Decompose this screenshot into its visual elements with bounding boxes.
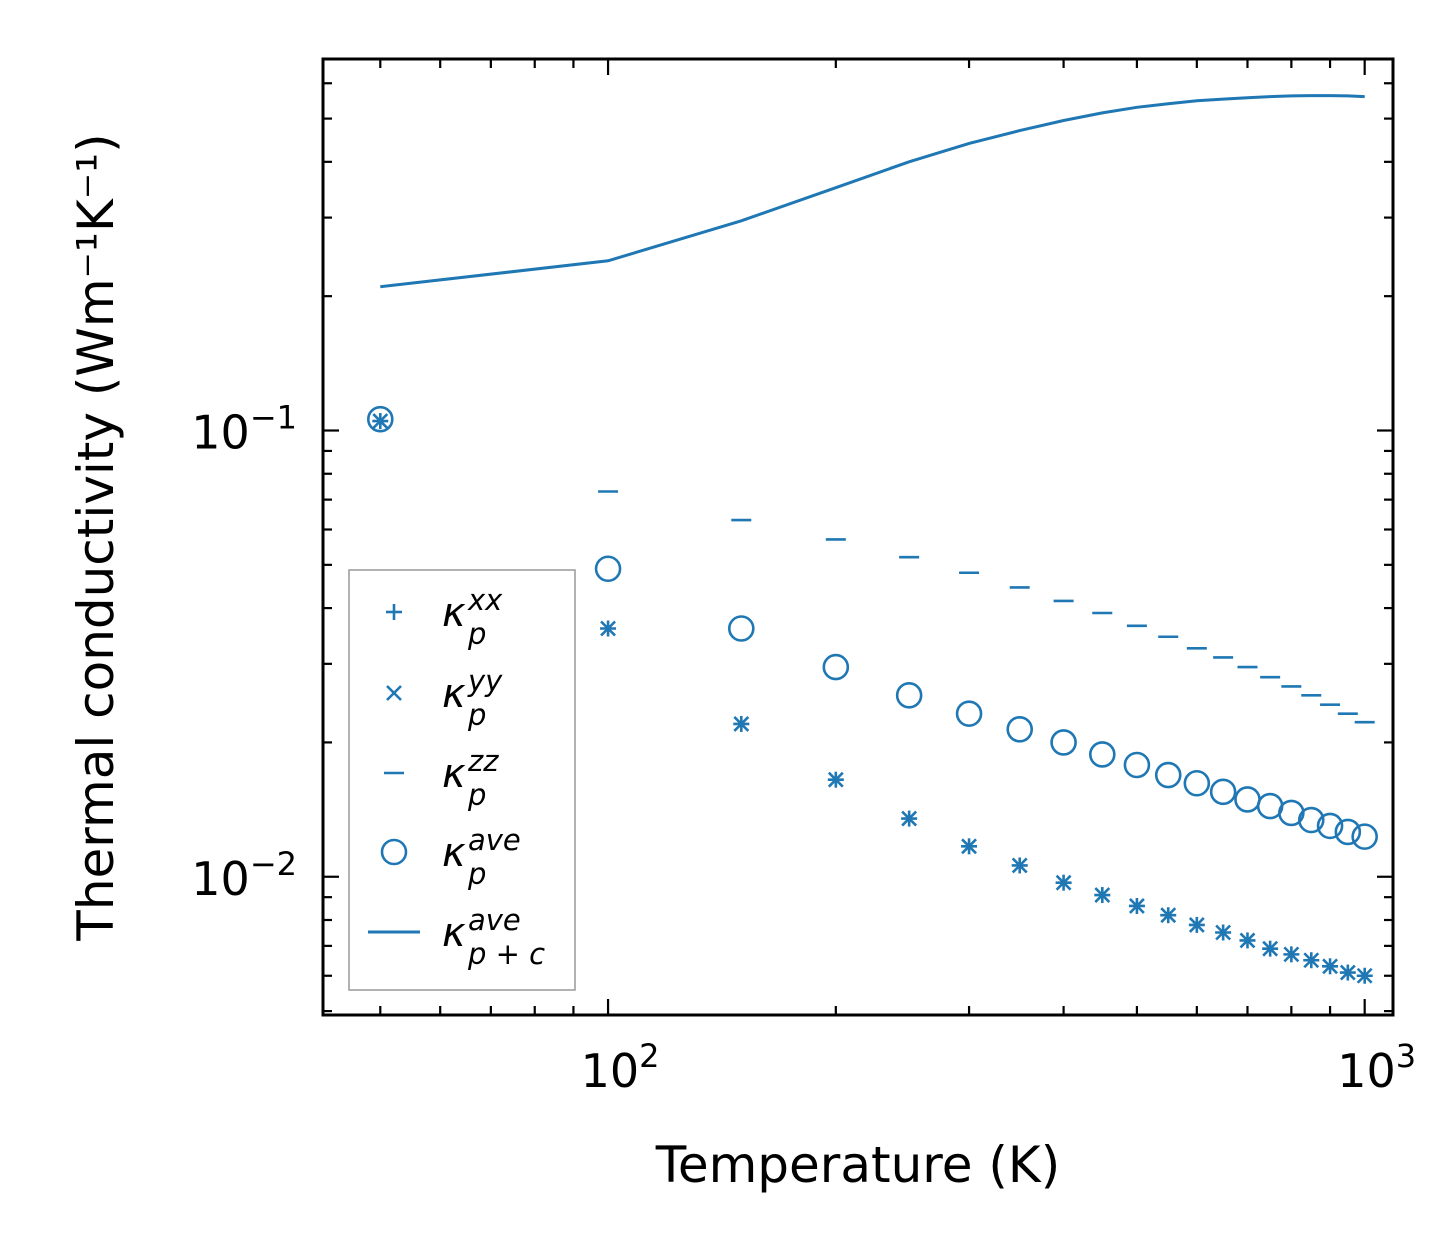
kappa_p_yy-point bbox=[1160, 907, 1177, 924]
legend-sup-kappa_pc_ave: ave bbox=[468, 903, 521, 937]
kappa_p_ave-point bbox=[727, 615, 755, 642]
kappa_p_yy-point bbox=[1262, 940, 1279, 957]
kappa_p_ave-point bbox=[895, 682, 923, 709]
legend-label-kappa_p_ave: κ bbox=[442, 830, 466, 876]
kappa_p_yy-point bbox=[1011, 857, 1028, 874]
legend-sup-kappa_p_ave: ave bbox=[468, 823, 521, 857]
kappa_p_yy-point bbox=[1356, 967, 1373, 984]
kappa_p_yy-point bbox=[1128, 898, 1145, 914]
legend-sup-kappa_p_yy: yy bbox=[467, 664, 503, 698]
kappa_p_yy-point bbox=[901, 810, 918, 827]
legend-label-kappa_p_xx: κ bbox=[442, 590, 466, 636]
kappa_p_ave-point bbox=[594, 555, 622, 583]
kappa_p_yy-point bbox=[1215, 924, 1232, 941]
legend-marker-plus bbox=[386, 604, 402, 620]
legend-sup-kappa_p_xx: xx bbox=[467, 583, 503, 617]
legend-marker-circle bbox=[380, 838, 408, 866]
kappa_p_yy-point bbox=[1188, 916, 1205, 933]
kappa_p_ave-point bbox=[1050, 729, 1077, 756]
kappa_p_ave-point bbox=[1278, 799, 1305, 827]
x-tick-label: 102 bbox=[581, 1037, 660, 1098]
kappa_p_yy-point bbox=[372, 413, 389, 429]
kappa_p_yy-point bbox=[1303, 952, 1320, 969]
kappa_p_ave-point bbox=[1154, 761, 1182, 789]
kappa_p_ave-point bbox=[1351, 823, 1378, 850]
y-tick-label: 10−1 bbox=[191, 399, 297, 460]
kappa_p_ave-point bbox=[1123, 751, 1151, 779]
kappa_p_ave-point bbox=[1183, 769, 1211, 797]
legend-sub-kappa_pc_ave: p + c bbox=[467, 937, 545, 971]
kappa_p_yy-point bbox=[1094, 887, 1111, 903]
kappa_p_yy-point bbox=[961, 838, 977, 855]
x-tick-label: 103 bbox=[1337, 1037, 1416, 1098]
kappa_p_ave-point bbox=[955, 700, 983, 727]
kappa_p_yy-point bbox=[1322, 958, 1338, 975]
kappa_p_ave-point bbox=[1234, 786, 1261, 813]
kappa_p_ave-point bbox=[1088, 741, 1116, 768]
x-axis-label: Temperature (K) bbox=[655, 1136, 1060, 1194]
kappa_p_ave-point bbox=[1006, 716, 1034, 743]
kappa_p_yy-point bbox=[1055, 874, 1072, 891]
kappa_p_yy-point bbox=[600, 620, 616, 637]
kappa_p_ave-point bbox=[822, 653, 850, 681]
kappa_p_yy-point bbox=[1339, 964, 1356, 981]
kappa_pc_ave-line bbox=[380, 94, 1365, 289]
kappa_p_yy-point bbox=[827, 771, 844, 788]
kappa_p_yy-point bbox=[1283, 946, 1300, 963]
kappa_p_yy-point bbox=[1239, 932, 1256, 949]
kappa_p_ave-point bbox=[1297, 806, 1325, 834]
legend-marker-x bbox=[386, 685, 402, 701]
plot-frame bbox=[321, 57, 1395, 1017]
kappa_p_ave-point bbox=[1334, 818, 1362, 846]
legend-label-kappa_pc_ave: κ bbox=[442, 910, 466, 956]
legend-sub-kappa_p_zz: p bbox=[467, 778, 486, 812]
legend-box bbox=[348, 569, 576, 991]
y-tick-label: 10−2 bbox=[191, 845, 297, 906]
legend-sub-kappa_p_ave: p bbox=[467, 857, 486, 891]
kappa_p_ave-point bbox=[366, 405, 394, 433]
legend-label-kappa_p_zz: κ bbox=[442, 751, 466, 797]
kappa_p_ave-point bbox=[1316, 812, 1344, 840]
legend-sup-kappa_p_zz: zz bbox=[467, 744, 499, 778]
kappa_p_ave-point bbox=[1209, 778, 1237, 806]
legend-label-kappa_p_yy: κ bbox=[442, 671, 466, 717]
kappa_p_yy-point bbox=[733, 716, 750, 732]
legend-sub-kappa_p_yy: p bbox=[467, 698, 486, 732]
y-axis-label: Thermal conductivity (Wm⁻¹K⁻¹) bbox=[67, 133, 125, 941]
legend-sub-kappa_p_xx: p bbox=[467, 617, 486, 651]
